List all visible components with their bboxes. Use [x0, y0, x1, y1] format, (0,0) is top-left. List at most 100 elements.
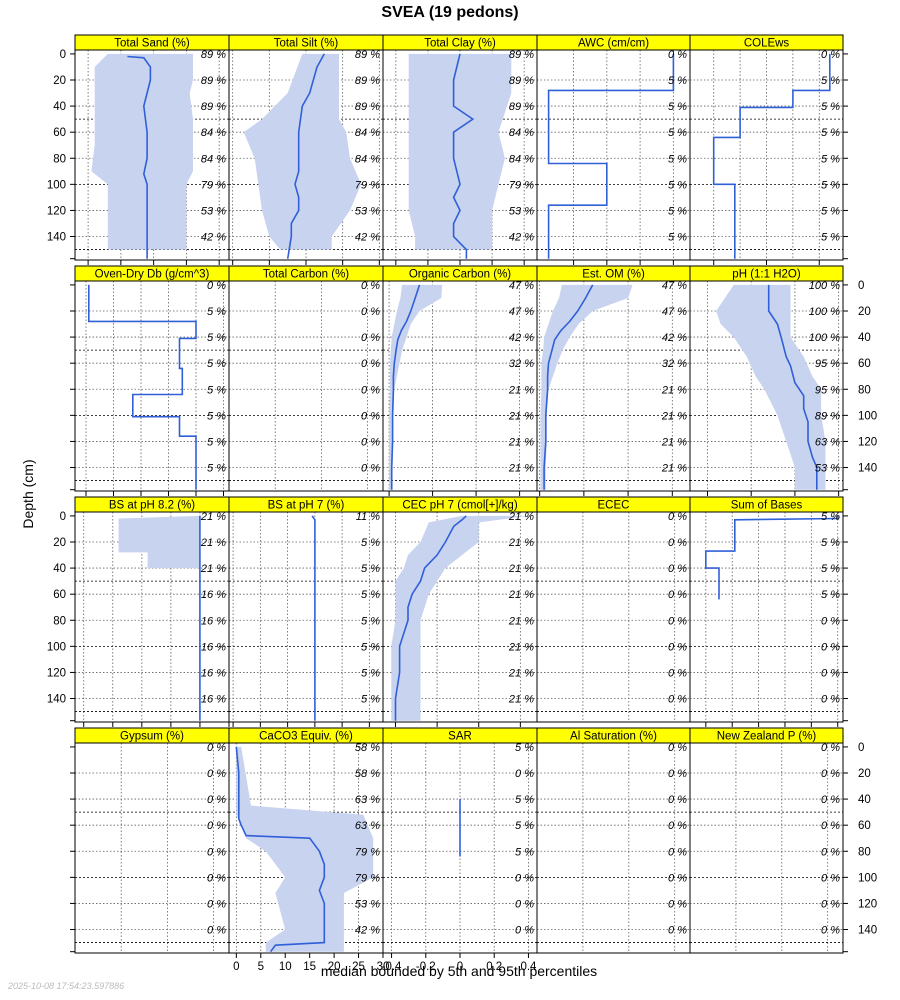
pct-label: 84 % — [201, 153, 226, 165]
panel-frame — [689, 511, 844, 723]
pct-label: 42 % — [355, 925, 380, 937]
pct-label: 0 % — [668, 49, 687, 61]
pct-label: 63 % — [815, 436, 840, 448]
panel-11: 21 % 21 % 21 % 16 % 16 % 16 % 16 % 16 % BS at pH… — [74, 496, 239, 742]
pct-label: 21 % — [508, 436, 534, 448]
pct-label: 0 % — [668, 846, 687, 858]
pct-label: 84 % — [355, 153, 380, 165]
pct-label: 100 % — [809, 280, 840, 292]
pct-label: 16 % — [201, 589, 226, 601]
pct-label: 0 % — [207, 768, 226, 780]
y-tick-label: 100 — [47, 179, 66, 191]
pct-label: 0 % — [207, 742, 226, 754]
panel-plot-area: 21 % 21 % 21 % 21 % 21 % 21 % 21 % 21 % — [383, 511, 537, 722]
panel-16: 0 % 0 % 0 % 0 % 0 % 0 % 0 % 0 % Gypsum (%) — [74, 727, 230, 954]
pct-label: 0 % — [668, 820, 687, 832]
pct-label: 5 % — [668, 153, 687, 165]
pct-label: 5 % — [668, 101, 687, 113]
panel-frame — [228, 511, 384, 723]
pct-label: 5 % — [515, 846, 534, 858]
y-tick-label: 100 — [858, 410, 877, 422]
pct-label: 5 % — [361, 694, 380, 706]
pct-label: 0 % — [821, 846, 840, 858]
pct-label: 0 % — [361, 384, 380, 396]
median-line — [88, 284, 197, 490]
pct-label: 21 % — [508, 511, 534, 523]
pct-label: 0 % — [207, 820, 226, 832]
strip-label: BS at pH 8.2 (%) — [109, 500, 195, 512]
panel-plot-area: 0 % 5 % 5 % 5 % 5 % 5 % 5 % 5 % — [75, 280, 229, 491]
pct-label: 0 % — [668, 667, 687, 679]
x-tick-label: 30 — [377, 961, 390, 973]
strip-label: Sum of Bases — [731, 500, 803, 512]
pct-label: 53 % — [201, 205, 226, 217]
pct-label: 5 % — [821, 127, 840, 139]
pct-label: 79 % — [355, 872, 380, 884]
y-tick-label: 120 — [47, 205, 66, 217]
pct-label: 5 % — [361, 615, 380, 627]
pct-label: 16 % — [201, 641, 226, 653]
panel-10: 100 % 100 % 100 % 95 % 95 % 89 % 63 % 53 % pH (1… — [689, 265, 844, 511]
median-line — [704, 515, 839, 600]
pct-label: 0 % — [821, 742, 840, 754]
median-line — [311, 515, 316, 721]
y-tick-label: 20 — [53, 75, 66, 87]
pct-label: 21 % — [508, 615, 534, 627]
pct-label: 84 % — [509, 127, 534, 139]
pct-label: 5 % — [668, 232, 687, 244]
pct-label: 79 % — [201, 179, 226, 191]
strip-label: AWC (cm/cm) — [578, 38, 649, 50]
pct-label: 21 % — [508, 463, 534, 475]
pct-label: 0 % — [361, 306, 380, 318]
y-tick-label: 140 — [858, 925, 877, 937]
panel-frame — [74, 280, 230, 492]
panel-2: 89 % 89 % 89 % 84 % 84 % 79 % 53 % 42 % Total Si… — [226, 34, 386, 280]
median-line — [767, 284, 818, 490]
pct-label: 21 % — [661, 436, 687, 448]
pct-label: 47 % — [662, 306, 687, 318]
pct-label: 0 % — [821, 794, 840, 806]
y-tick-label: 20 — [858, 768, 871, 780]
panel-7: 0 % 0 % 0 % 0 % 0 % 0 % 0 % 0 % Total Carbon (%) — [228, 265, 384, 492]
strip-label: CaCO3 Equiv. (%) — [259, 731, 353, 743]
y-tick-label: 120 — [47, 667, 66, 679]
pct-label: 58 % — [355, 768, 380, 780]
pct-label: 21 % — [661, 410, 687, 422]
pct-label: 0 % — [821, 49, 840, 61]
panel-plot-area: 0 % 5 % 5 % 5 % 5 % 5 % 5 % 5 % — [690, 49, 843, 260]
pct-label: 0 % — [821, 872, 840, 884]
strip-label: Total Clay (%) — [424, 38, 496, 50]
y-tick-label: 140 — [47, 232, 66, 244]
pct-label: 0 % — [821, 768, 840, 780]
panel-5: 0 %5 %5 %5 %5 %5 %5 %5 %COLEws0.020.030.… — [689, 34, 844, 280]
pct-label: 21 % — [661, 463, 687, 475]
pct-label: 0 % — [207, 280, 226, 292]
pct-label: 5 % — [207, 436, 226, 448]
pct-label: 21 % — [508, 694, 534, 706]
timestamp: 2025-10-08 17:54:23.597886 — [8, 981, 125, 991]
pct-label: 5 % — [207, 410, 226, 422]
panel-plot-area: 0 % 0 % 0 % 0 % 0 % 0 % 0 % 0 % — [537, 512, 690, 722]
pct-label: 100 % — [809, 332, 840, 344]
y-tick-label: 80 — [53, 615, 66, 627]
panel-plot-area: 0 % 0 % 0 % 0 % 0 % 0 % 0 % 0 % — [75, 742, 229, 953]
panel-plot-area: 0 % 0 % 0 % 0 % 0 % 0 % 0 % 0 % — [229, 281, 383, 491]
pct-label: 5 % — [361, 563, 380, 575]
x-tick-label: 10 — [279, 961, 292, 973]
median-line — [543, 284, 594, 490]
pct-label: 100 % — [809, 306, 840, 318]
strip-label: BS at pH 7 (%) — [268, 500, 345, 512]
strip-label: Gypsum (%) — [120, 731, 184, 743]
median-line — [452, 53, 475, 259]
y-tick-label: 100 — [858, 872, 877, 884]
pct-label: 0 % — [821, 641, 840, 653]
y-tick-label: 60 — [53, 589, 66, 601]
pct-label: 42 % — [201, 232, 226, 244]
pct-label: 47 % — [509, 280, 534, 292]
pct-label: 89 % — [509, 75, 534, 87]
pct-label: 5 % — [668, 179, 687, 191]
panel-13: 21 %21 %21 %21 %21 %21 %21 %21 %CEC pH 7… — [382, 496, 538, 742]
pct-label: 79 % — [355, 846, 380, 858]
pct-label: 21 % — [200, 537, 226, 549]
y-tick-label: 40 — [858, 332, 871, 344]
